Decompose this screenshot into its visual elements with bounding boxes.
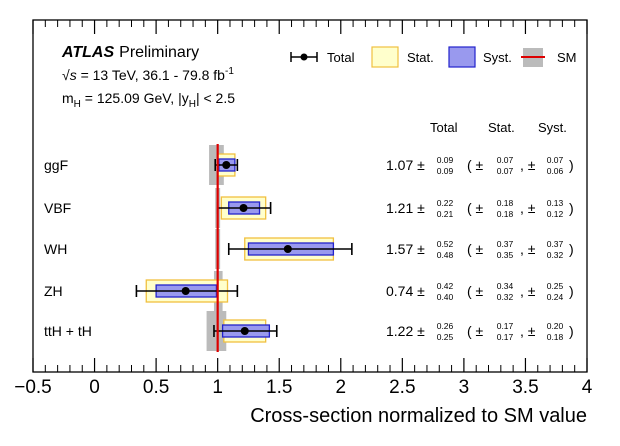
- stat-uncertainty-down: 0.32: [497, 292, 514, 302]
- stat-open-paren: ( ±: [467, 157, 484, 173]
- x-tick-label: 1: [212, 377, 223, 398]
- stat-uncertainty-down: 0.07: [497, 166, 514, 176]
- process-label: VBF: [44, 200, 71, 216]
- total-uncertainty-up: 0.42: [437, 281, 454, 291]
- syst-uncertainty-up: 0.25: [547, 281, 564, 291]
- stat-open-paren: ( ±: [467, 283, 484, 299]
- process-label: ZH: [44, 283, 63, 299]
- close-paren: ): [569, 241, 574, 257]
- x-tick-label: −0.5: [14, 377, 52, 398]
- total-uncertainty-down: 0.40: [437, 292, 454, 302]
- mass-rapidity-label: mH = 125.09 GeV, |yH| < 2.5: [62, 90, 235, 110]
- stat-open-paren: ( ±: [467, 241, 484, 257]
- stat-uncertainty-up: 0.18: [497, 198, 514, 208]
- syst-uncertainty-up: 0.13: [547, 198, 564, 208]
- plot-frame: [32, 19, 588, 373]
- central-value-point: [240, 327, 249, 335]
- syst-separator: , ±: [520, 323, 536, 339]
- syst-separator: , ±: [520, 241, 536, 257]
- stat-open-paren: ( ±: [467, 323, 484, 339]
- legend-syst-label: Syst.: [483, 50, 512, 65]
- x-axis-label: Cross-section normalized to SM value: [250, 405, 587, 427]
- central-value-point: [181, 287, 190, 295]
- syst-uncertainty-up: 0.07: [547, 155, 564, 165]
- legend-syst-swatch: [448, 46, 476, 68]
- column-header-stat: Stat.: [488, 120, 515, 135]
- legend-stat-label: Stat.: [407, 50, 434, 65]
- value-total: 1.07 ±: [386, 157, 425, 173]
- value-total: 1.22 ±: [386, 323, 425, 339]
- x-tick-label: 0.5: [143, 377, 169, 398]
- central-value-point: [222, 161, 231, 169]
- x-tick-label: 3: [459, 377, 470, 398]
- stat-uncertainty-up: 0.34: [497, 281, 514, 291]
- close-paren: ): [569, 323, 574, 339]
- x-tick-label: 3.5: [512, 377, 538, 398]
- stat-uncertainty-up: 0.07: [497, 155, 514, 165]
- close-paren: ): [569, 200, 574, 216]
- syst-separator: , ±: [520, 283, 536, 299]
- stat-uncertainty-up: 0.37: [497, 239, 514, 249]
- column-header-syst: Syst.: [538, 120, 567, 135]
- syst-uncertainty-down: 0.12: [547, 209, 564, 219]
- value-total: 0.74 ±: [386, 283, 425, 299]
- syst-uncertainty-down: 0.18: [547, 332, 564, 342]
- syst-uncertainty-down: 0.06: [547, 166, 564, 176]
- stat-uncertainty-down: 0.18: [497, 209, 514, 219]
- stat-uncertainty-up: 0.17: [497, 321, 514, 331]
- experiment-title: ATLAS Preliminary: [61, 44, 199, 61]
- energy-lumi-label: √s = 13 TeV, 36.1 - 79.8 fb-1: [62, 66, 234, 83]
- process-row-5: ttH + tH 1.22 ± 0.260.25 ( ± 0.170.17 , ± 0.20…: [44, 311, 574, 351]
- process-label: ttH + tH: [44, 323, 92, 339]
- process-row-2: VBF 1.21 ± 0.220.21 ( ± 0.180.18 , ± 0.130.12): [44, 188, 574, 228]
- column-header-total: Total: [430, 120, 458, 135]
- close-paren: ): [569, 283, 574, 299]
- legend: Total Stat. Syst. SM: [290, 46, 577, 68]
- value-total: 1.21 ±: [386, 200, 425, 216]
- syst-uncertainty-down: 0.24: [547, 292, 564, 302]
- syst-uncertainty-up: 0.37: [547, 239, 564, 249]
- process-label: WH: [44, 241, 67, 257]
- legend-stat-swatch: [371, 46, 399, 68]
- x-tick-label: 1.5: [266, 377, 292, 398]
- total-uncertainty-up: 0.26: [437, 321, 454, 331]
- stat-open-paren: ( ±: [467, 200, 484, 216]
- process-row-4: ZH 0.74 ± 0.420.40 ( ± 0.340.32 , ± 0.250.24): [44, 271, 574, 311]
- x-tick-label: 4: [582, 377, 593, 398]
- x-tick-label: 2.5: [389, 377, 415, 398]
- data-marks: ggF 1.07 ±0.090.09( ±0.070.07, ±0.070.06)…: [44, 144, 574, 352]
- x-axis: −0.5 0 0.5 1 1.5 2 2.5 3 3.5 4: [14, 20, 593, 398]
- syst-separator: , ±: [520, 157, 536, 173]
- total-uncertainty-down: 0.21: [437, 209, 454, 219]
- total-uncertainty-down: 0.09: [437, 166, 454, 176]
- close-paren: ): [569, 157, 574, 173]
- central-value-point: [283, 245, 292, 253]
- syst-uncertainty-down: 0.32: [547, 250, 564, 260]
- syst-separator: , ±: [520, 200, 536, 216]
- syst-uncertainty-up: 0.20: [547, 321, 564, 331]
- total-uncertainty-down: 0.48: [437, 250, 454, 260]
- total-uncertainty-up: 0.09: [437, 155, 454, 165]
- central-value-point: [239, 204, 248, 212]
- total-uncertainty-down: 0.25: [437, 332, 454, 342]
- process-label: ggF: [44, 157, 68, 173]
- legend-total-label: Total: [327, 50, 355, 65]
- stat-uncertainty-down: 0.17: [497, 332, 514, 342]
- legend-total-marker: [290, 52, 318, 62]
- total-uncertainty-up: 0.52: [437, 239, 454, 249]
- x-tick-label: 0: [89, 377, 100, 398]
- x-tick-label: 2: [335, 377, 346, 398]
- legend-sm-label: SM: [557, 50, 577, 65]
- process-row-1: ggF 1.07 ±0.090.09( ±0.070.07, ±0.070.06): [44, 145, 574, 185]
- stat-uncertainty-down: 0.35: [497, 250, 514, 260]
- value-total: 1.57 ±: [386, 241, 425, 257]
- total-uncertainty-up: 0.22: [437, 198, 454, 208]
